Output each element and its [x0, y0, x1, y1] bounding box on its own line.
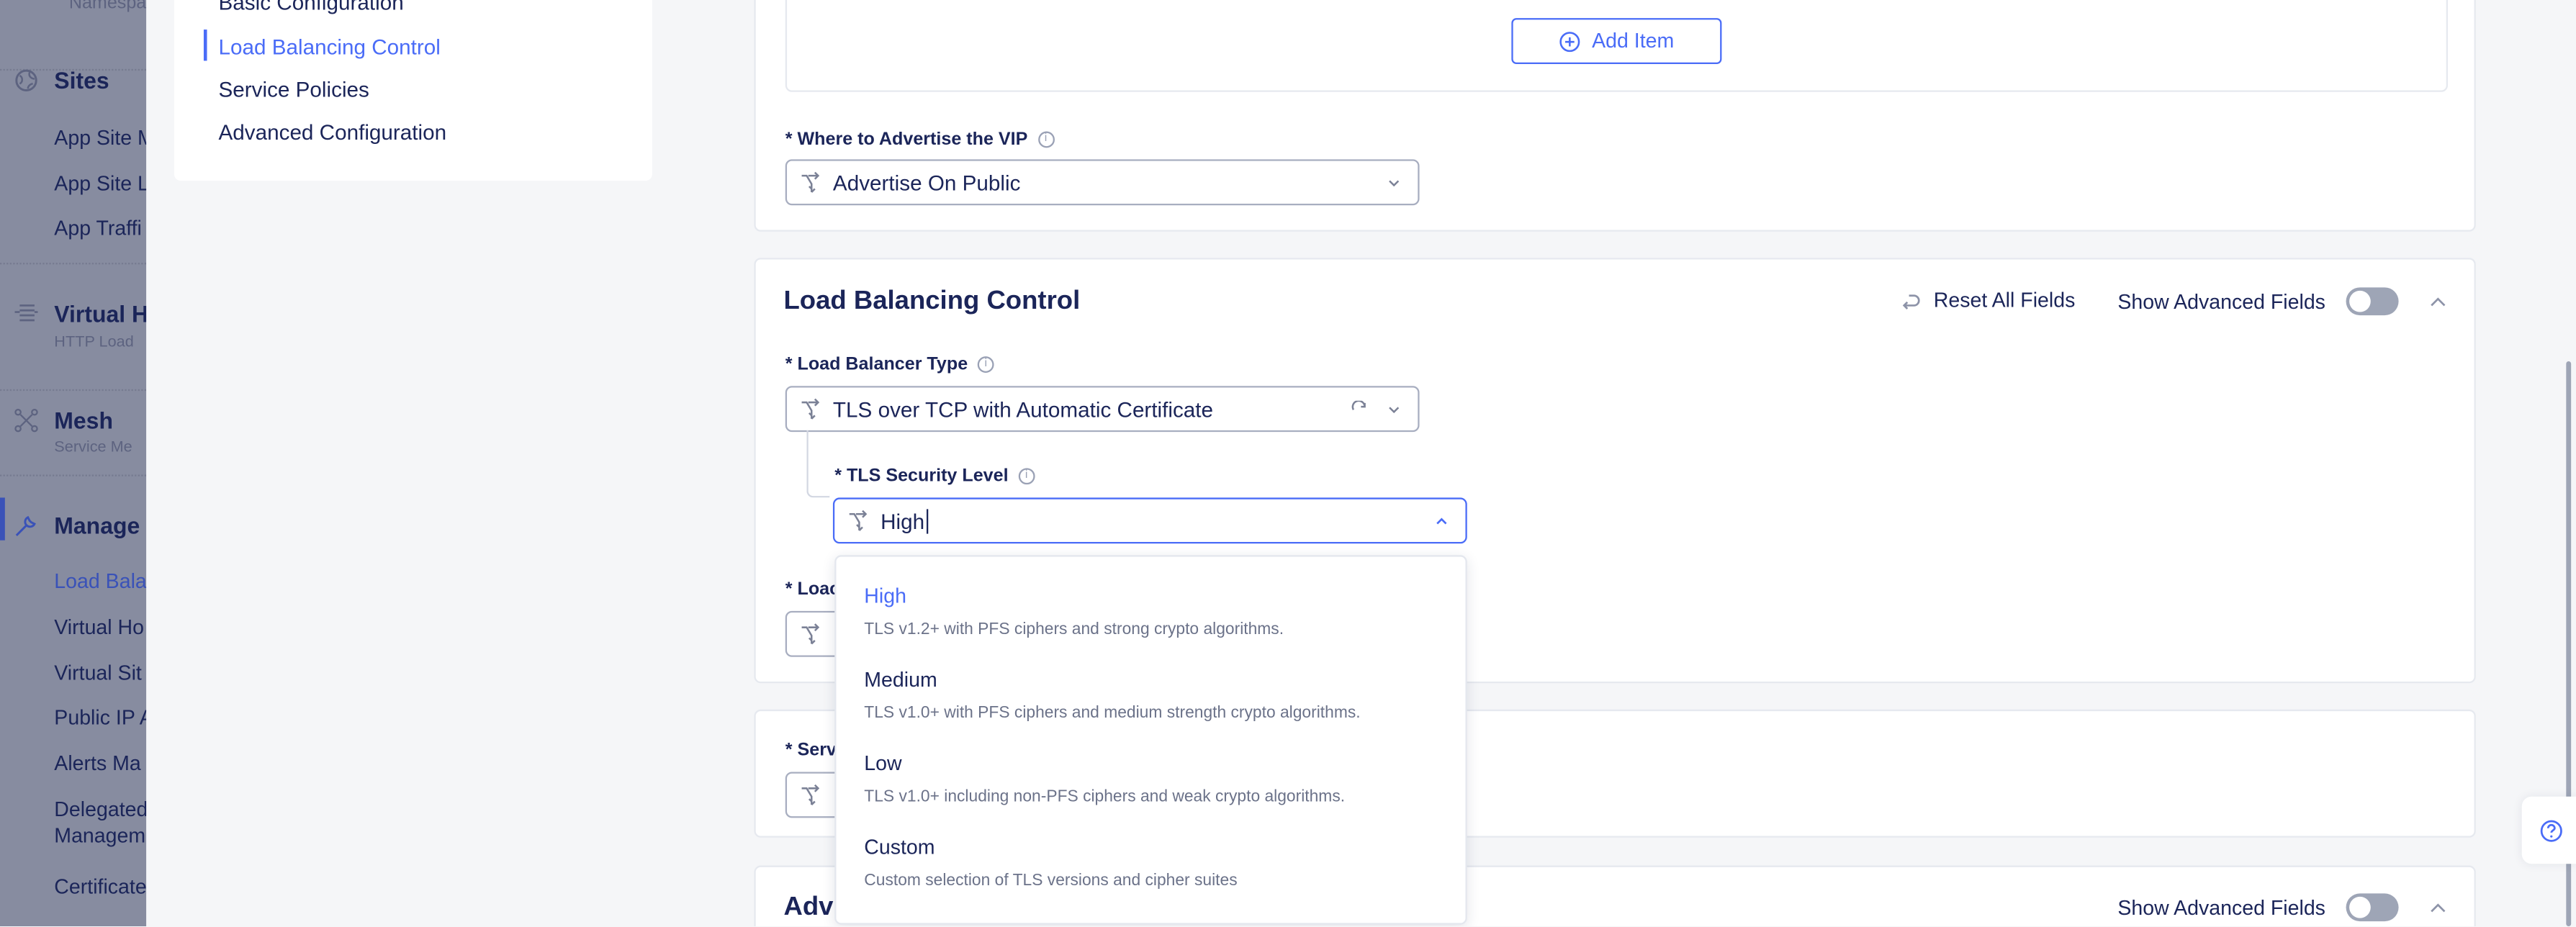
reset-label: Reset All Fields	[1933, 289, 2076, 312]
reset-all-fields-button[interactable]: Reset All Fields	[1899, 289, 2076, 312]
divider	[0, 68, 147, 71]
toc-basic-configuration[interactable]: Basic Configuration	[218, 0, 404, 15]
text-cursor	[926, 508, 928, 533]
choice-icon	[801, 171, 820, 193]
tls-level-dropdown: High TLS v1.2+ with PFS ciphers and stron…	[834, 555, 1467, 925]
info-icon[interactable]: i	[1018, 468, 1035, 485]
nav-item[interactable]: App Site L	[54, 172, 147, 196]
option-desc: TLS v1.0+ with PFS ciphers and medium st…	[864, 704, 1361, 723]
plus-circle-icon	[1559, 31, 1580, 52]
advertise-vip-select[interactable]: Advertise On Public	[785, 159, 1420, 206]
nav-item-load-balancers[interactable]: Load Bala	[54, 569, 147, 593]
help-icon	[2540, 819, 2562, 841]
next-field-label: * Loac	[785, 579, 840, 600]
active-indicator	[0, 497, 5, 541]
nav-item[interactable]: Virtual Ho	[54, 615, 145, 639]
load-balancer-icon	[14, 304, 38, 322]
divider	[0, 474, 147, 476]
divider	[0, 263, 147, 265]
nav-item[interactable]: Alerts Ma	[54, 752, 141, 776]
lb-type-value: TLS over TCP with Automatic Certificate	[832, 397, 1214, 422]
add-item-button[interactable]: Add Item	[1511, 18, 1722, 64]
section-toc: Basic Configuration Load Balancing Contr…	[174, 0, 652, 181]
nav-item[interactable]: Certificate	[54, 875, 147, 899]
wrench-icon	[15, 515, 36, 536]
help-button[interactable]	[2521, 796, 2576, 864]
choice-icon	[801, 623, 820, 645]
show-advanced-toggle[interactable]	[2346, 287, 2399, 316]
side-nav: Namespa Sites App Site M App Site L App …	[0, 0, 147, 926]
tls-level-value: High	[881, 508, 925, 533]
advertise-vip-label: * Where to Advertise the VIP	[785, 130, 1028, 150]
toc-load-balancing-control[interactable]: Load Balancing Control	[218, 34, 441, 60]
section-title: Adv	[783, 893, 834, 922]
scrollbar-thumb[interactable]	[2566, 361, 2572, 926]
toc-service-policies[interactable]: Service Policies	[218, 77, 369, 102]
choice-icon	[801, 784, 820, 806]
nav-section-manage[interactable]: Manage	[54, 512, 140, 539]
nav-item[interactable]: Virtual Sit	[54, 661, 142, 685]
toc-active-indicator	[203, 30, 207, 61]
refresh-icon[interactable]	[1351, 400, 1369, 419]
vip-card: Add Item * Where to Advertise the VIP i A…	[754, 0, 2476, 232]
option-low[interactable]: Low TLS v1.0+ including non-PFS ciphers a…	[864, 752, 1345, 806]
option-name: High	[864, 584, 906, 608]
option-high[interactable]: High TLS v1.2+ with PFS ciphers and stron…	[864, 584, 1284, 638]
info-icon[interactable]: i	[977, 356, 994, 373]
show-advanced-label: Show Advanced Fields	[2117, 290, 2325, 314]
option-custom[interactable]: Custom Custom selection of TLS versions a…	[864, 836, 1237, 890]
nav-section-sites[interactable]: Sites	[54, 67, 109, 94]
nav-section-subtitle: Service Me	[54, 438, 132, 457]
toc-advanced-configuration[interactable]: Advanced Configuration	[218, 119, 447, 145]
divider	[0, 389, 147, 392]
option-desc: TLS v1.0+ including non-PFS ciphers and …	[864, 788, 1346, 807]
advertise-vip-value: Advertise On Public	[832, 170, 1021, 195]
nav-item[interactable]: App Site M	[54, 126, 147, 150]
add-item-label: Add Item	[1592, 30, 1675, 53]
nav-item[interactable]: App Traffi	[54, 217, 142, 240]
reset-icon	[1902, 294, 1920, 309]
lb-type-select[interactable]: TLS over TCP with Automatic Certificate	[785, 386, 1420, 433]
namespace-label: Namespa	[68, 0, 147, 14]
items-list-box: Add Item	[785, 0, 2449, 92]
service-field-label: * Serv	[785, 741, 837, 761]
chevron-up-icon	[1436, 517, 1447, 525]
option-name: Custom	[864, 836, 935, 859]
choice-icon	[849, 510, 868, 531]
chevron-down-icon	[1389, 180, 1400, 187]
tls-level-select[interactable]: High	[832, 497, 1467, 544]
nav-item[interactable]: Managem	[54, 824, 146, 848]
info-icon[interactable]: i	[1037, 131, 1054, 148]
option-desc: Custom selection of TLS versions and cip…	[864, 872, 1238, 890]
show-advanced-toggle[interactable]	[2346, 893, 2399, 922]
option-name: Medium	[864, 668, 937, 692]
show-advanced-label: Show Advanced Fields	[2117, 896, 2325, 920]
globe-icon	[15, 69, 37, 91]
nav-section-subtitle: HTTP Load	[54, 333, 134, 352]
choice-icon	[801, 398, 820, 420]
tree-connector	[806, 430, 830, 498]
section-title: Load Balancing Control	[783, 287, 1081, 316]
option-medium[interactable]: Medium TLS v1.0+ with PFS ciphers and med…	[864, 669, 1360, 723]
tls-level-label: * TLS Security Level	[834, 466, 1009, 487]
lb-type-label: * Load Balancer Type	[785, 354, 968, 375]
nav-item[interactable]: Delegated	[54, 798, 147, 821]
nav-section-mesh[interactable]: Mesh	[54, 407, 113, 434]
nav-item[interactable]: Public IP A	[54, 706, 147, 730]
mesh-icon	[14, 408, 38, 433]
chevron-up-icon[interactable]	[2428, 294, 2448, 310]
option-name: Low	[864, 752, 902, 776]
chevron-down-icon	[1389, 407, 1400, 414]
option-desc: TLS v1.2+ with PFS ciphers and strong cr…	[864, 620, 1284, 639]
nav-section-virtual-hosts[interactable]: Virtual H	[54, 300, 147, 327]
chevron-up-icon[interactable]	[2428, 900, 2448, 916]
